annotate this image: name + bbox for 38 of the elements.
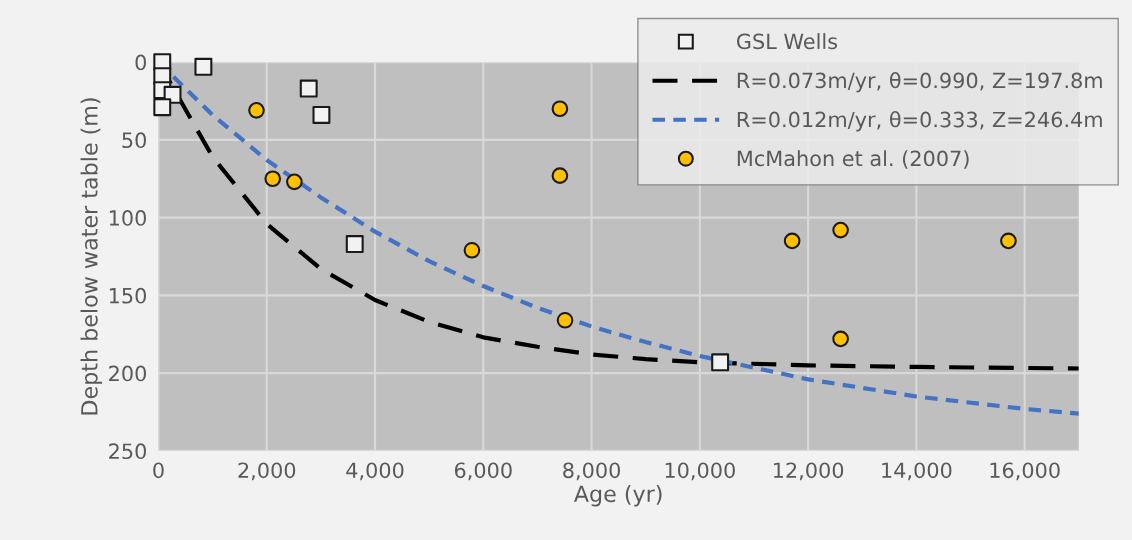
y-tick-label: 200 bbox=[109, 365, 146, 382]
point bbox=[556, 311, 574, 329]
point bbox=[551, 167, 569, 184]
x-tick-label: 12,000 bbox=[773, 462, 844, 481]
x-tick-label: 0 bbox=[153, 462, 164, 479]
point bbox=[832, 330, 849, 348]
point bbox=[194, 57, 213, 76]
point bbox=[832, 221, 849, 239]
point bbox=[248, 101, 265, 119]
point bbox=[153, 98, 172, 117]
legend-label: McMahon et al. (2007) bbox=[737, 150, 969, 169]
point bbox=[711, 353, 730, 372]
x-tick-label: 14,000 bbox=[882, 462, 952, 481]
legend-label: R=0.012m/yr, θ=0.333, Z=246.4m bbox=[737, 111, 1102, 132]
x-tick-label: 10,000 bbox=[665, 462, 735, 481]
y-tick-label: 50 bbox=[122, 132, 146, 149]
point bbox=[299, 79, 318, 98]
x-tick-label: 16,000 bbox=[990, 462, 1060, 481]
legend-label: GSL Wells bbox=[737, 33, 838, 50]
x-tick-label: 2,000 bbox=[238, 462, 296, 481]
point bbox=[345, 235, 364, 254]
y-tick-label: 150 bbox=[109, 287, 146, 304]
point bbox=[1000, 232, 1017, 250]
point bbox=[551, 100, 569, 118]
y-tick-label: 0 bbox=[135, 54, 146, 71]
y-tick-label: 250 bbox=[109, 443, 146, 460]
point bbox=[264, 170, 282, 188]
point bbox=[286, 173, 303, 191]
y-tick-label: 100 bbox=[109, 210, 146, 226]
legend-label: R=0.073m/yr, θ=0.990, Z=197.8m bbox=[737, 72, 1102, 93]
y-axis-title: Depth below water table (m) bbox=[80, 98, 103, 415]
point bbox=[783, 232, 801, 250]
x-axis-title: Age (yr) bbox=[573, 484, 662, 507]
point bbox=[312, 106, 331, 124]
x-tick-label: 6,000 bbox=[454, 462, 512, 481]
point bbox=[463, 241, 481, 259]
x-tick-label: 4,000 bbox=[346, 462, 404, 481]
x-tick-label: 8,000 bbox=[563, 462, 621, 481]
